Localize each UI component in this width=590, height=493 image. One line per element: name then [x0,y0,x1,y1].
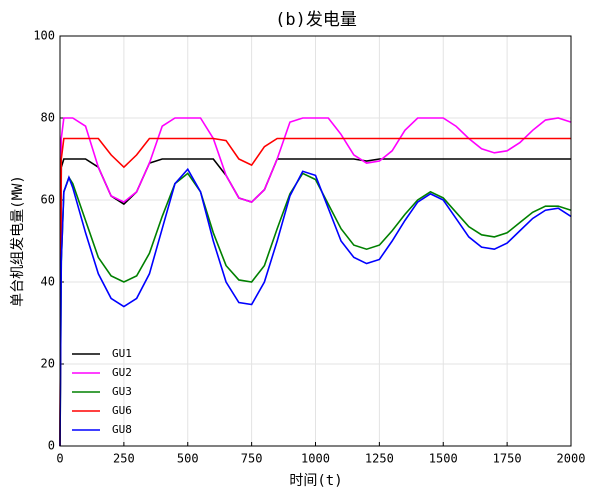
y-tick-label: 60 [41,193,55,207]
chart-title: (b)发电量 [275,10,357,30]
legend-label: GU8 [112,423,132,436]
x-tick-label: 750 [241,452,263,466]
x-tick-label: 250 [113,452,135,466]
y-axis-label: 单台机组发电量(MW) [10,175,26,307]
y-tick-label: 100 [33,29,55,43]
x-tick-label: 2000 [557,452,586,466]
legend-label: GU3 [112,385,132,398]
y-tick-label: 20 [41,357,55,371]
y-tick-label: 80 [41,111,55,125]
series-line [59,117,572,447]
x-tick-label: 1500 [429,452,458,466]
plot-frame [59,35,572,447]
series-line [59,167,572,447]
legend-label: GU2 [112,366,132,379]
x-tick-label: 1250 [365,452,394,466]
x-axis-label: 时间(t) [289,473,342,489]
legend-label: GU1 [112,347,132,360]
x-tick-label: 1750 [493,452,522,466]
series-line [59,137,571,447]
x-tick-label: 0 [56,452,63,466]
x-tick-label: 500 [177,452,199,466]
y-tick-label: 0 [48,439,55,453]
legend-label: GU6 [112,404,132,417]
x-tick-label: 1000 [301,452,330,466]
y-tick-label: 40 [41,275,55,289]
